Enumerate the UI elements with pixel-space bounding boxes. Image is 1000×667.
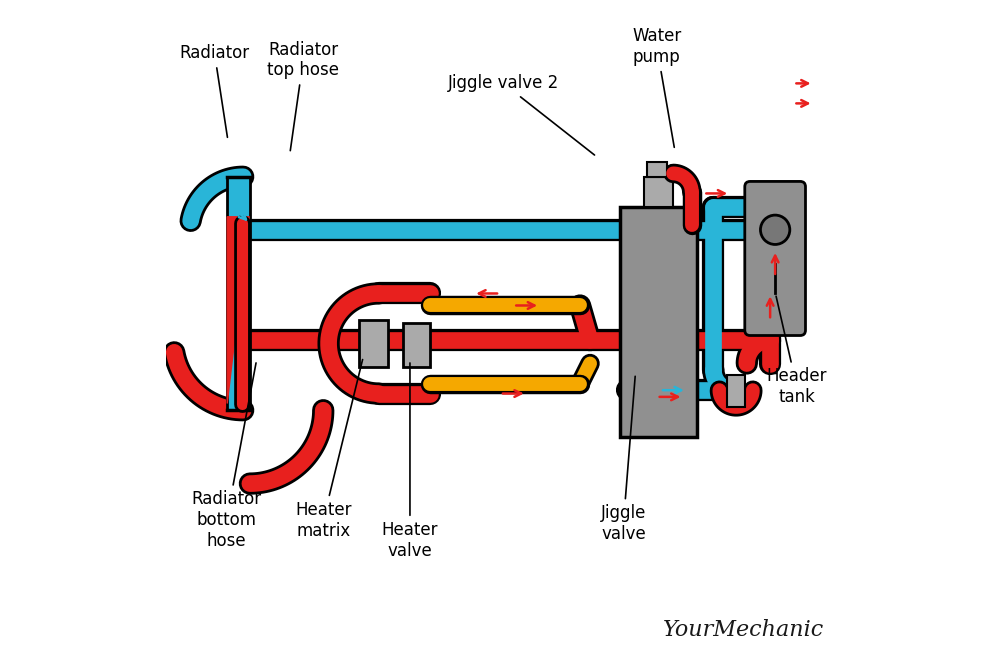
Text: Water
pump: Water pump bbox=[632, 27, 681, 147]
Text: YourMechanic: YourMechanic bbox=[663, 620, 824, 641]
Text: Radiator: Radiator bbox=[179, 45, 250, 137]
Bar bbox=[403, 323, 430, 367]
Bar bbox=[644, 177, 673, 207]
Bar bbox=[227, 177, 250, 410]
Circle shape bbox=[760, 215, 790, 244]
Text: Radiator
bottom
hose: Radiator bottom hose bbox=[191, 363, 262, 550]
Text: Jiggle valve 2: Jiggle valve 2 bbox=[448, 75, 595, 155]
Bar bbox=[620, 207, 697, 437]
Text: Heater
matrix: Heater matrix bbox=[295, 360, 363, 540]
Text: Jiggle
valve: Jiggle valve bbox=[601, 376, 646, 543]
FancyBboxPatch shape bbox=[745, 181, 805, 336]
Text: Radiator
top hose: Radiator top hose bbox=[267, 41, 339, 151]
Bar bbox=[647, 162, 667, 177]
Polygon shape bbox=[227, 217, 249, 404]
Bar bbox=[359, 320, 388, 367]
Text: Heater
valve: Heater valve bbox=[382, 363, 438, 560]
Bar bbox=[727, 375, 745, 407]
Text: Header
tank: Header tank bbox=[767, 296, 827, 406]
